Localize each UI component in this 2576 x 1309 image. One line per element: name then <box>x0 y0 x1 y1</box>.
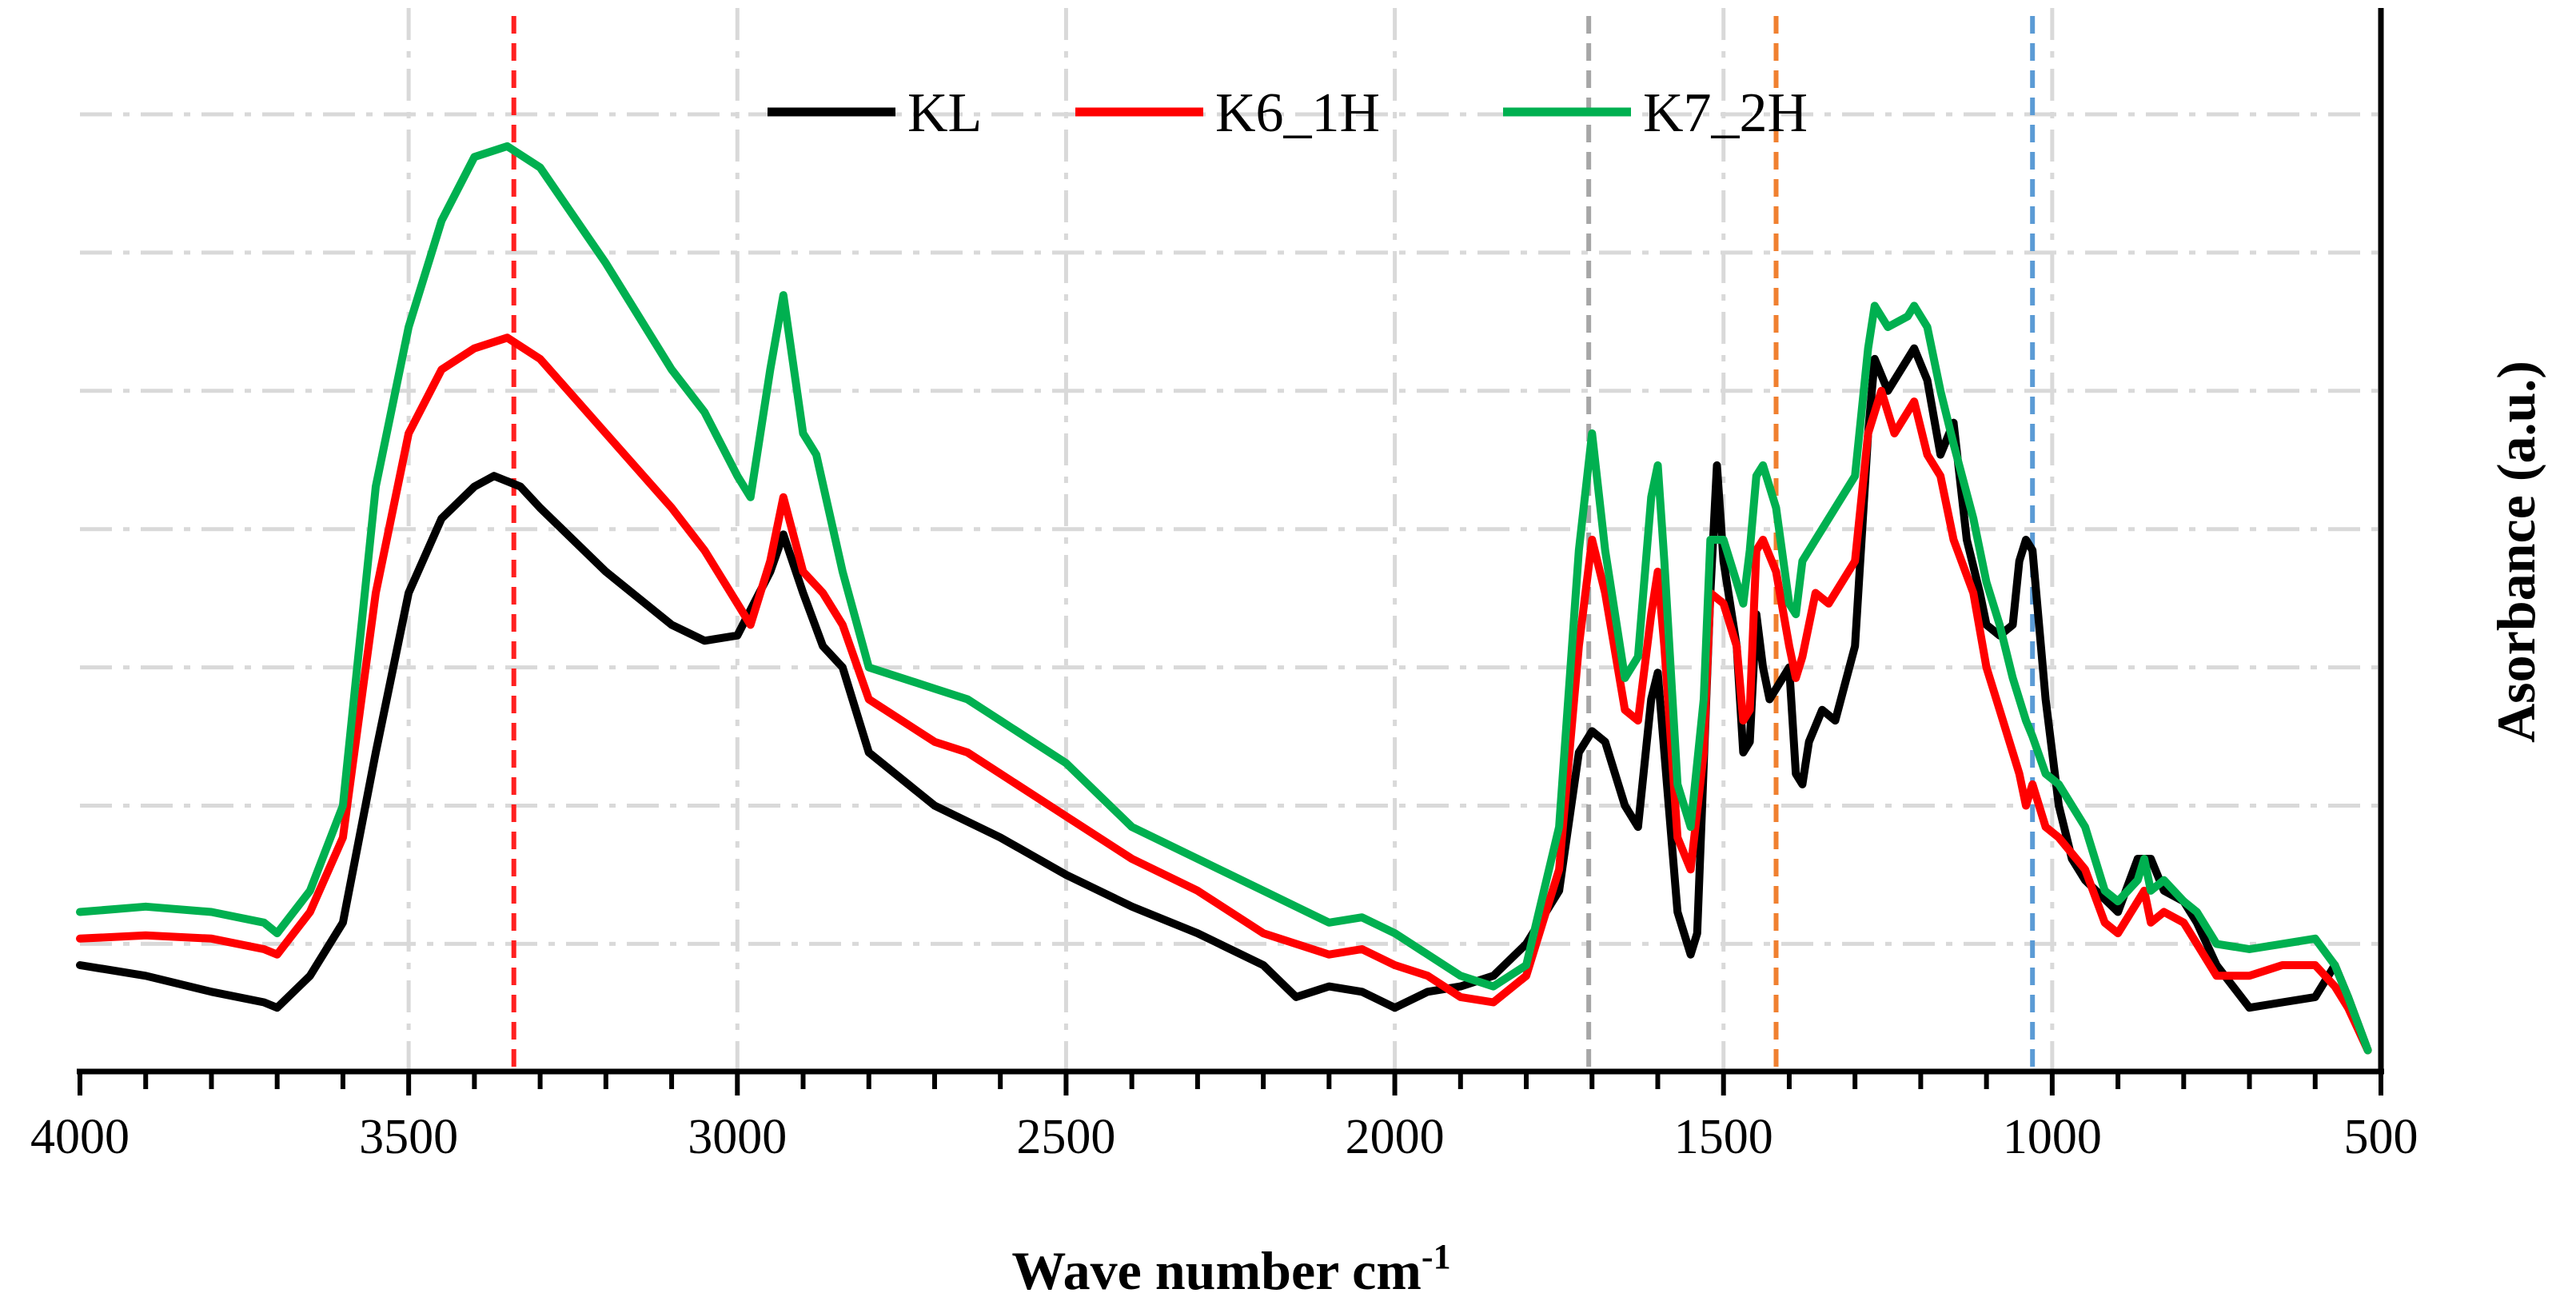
legend-label-kl: KL <box>907 82 982 144</box>
axes <box>77 8 2384 1075</box>
x-tick-label-1000: 1000 <box>2003 1110 2102 1164</box>
x-axis-title-superscript: -1 <box>1422 1237 1451 1276</box>
x-ticks: 4000 3500 3000 2500 2000 1500 1000 500 <box>30 1072 2418 1164</box>
grid <box>80 8 2381 1072</box>
x-tick-label-3500: 3500 <box>359 1110 458 1164</box>
x-tick-label-3000: 3000 <box>688 1110 787 1164</box>
x-tick-label-1500: 1500 <box>1674 1110 1773 1164</box>
x-tick-label-2000: 2000 <box>1346 1110 1445 1164</box>
y-axis-title: Asorbance (a.u.) <box>2486 361 2546 743</box>
x-tick-label-500: 500 <box>2344 1110 2418 1164</box>
x-axis-title-main: Wave number cm <box>1011 1240 1422 1301</box>
x-axis-title: Wave number cm-1 <box>1011 1237 1450 1301</box>
legend-label-k7-2h: K7_2H <box>1643 82 1808 144</box>
x-tick-label-2500: 2500 <box>1016 1110 1115 1164</box>
series-line-k6-1h <box>76 333 2372 1055</box>
series-line-k7-2h <box>76 142 2372 1055</box>
series-group <box>76 142 2372 1055</box>
x-tick-label-4000: 4000 <box>30 1110 130 1164</box>
legend: KL K6_1H K7_2H <box>768 82 1808 144</box>
legend-label-k6-1h: K6_1H <box>1215 82 1380 144</box>
